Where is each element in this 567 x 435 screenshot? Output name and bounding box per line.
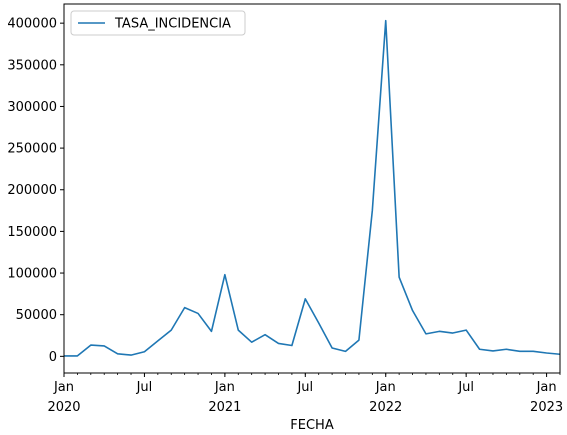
y-tick-label: 0 (49, 350, 57, 365)
x-tick-label: Jul (296, 380, 313, 395)
x-tick-year-label: 2023 (530, 400, 563, 415)
x-tick-label: Jul (457, 380, 474, 395)
y-tick-label: 400000 (7, 17, 57, 32)
x-tick-label: Jan (536, 380, 557, 395)
legend: TASA_INCIDENCIA (70, 10, 246, 36)
plot-area (64, 19, 561, 357)
x-tick-label: Jan (375, 380, 396, 395)
y-tick-label: 150000 (7, 225, 57, 240)
series-line-tasa-incidencia (64, 19, 561, 357)
x-tick-label: Jan (214, 380, 235, 395)
y-tick-label: 100000 (7, 267, 57, 282)
y-tick-label: 300000 (7, 100, 57, 115)
y-tick-label: 350000 (7, 58, 57, 73)
y-axis: 0 50000 100000 150000 200000 250000 300000 3500… (7, 17, 64, 365)
x-tick-year-label: 2022 (369, 400, 402, 415)
x-axis-label: FECHA (290, 418, 334, 433)
x-axis: Jan 2020 Jul Jan 2021 Jul Jan 2022 Jul Jan 2023 (47, 373, 563, 415)
x-tick-label: Jan (53, 380, 74, 395)
y-tick-label: 200000 (7, 183, 57, 198)
legend-label-tasa-incidencia: TASA_INCIDENCIA (114, 17, 231, 32)
axes-frame (63, 3, 561, 374)
x-tick-year-label: 2020 (47, 400, 80, 415)
x-tick-label: Jul (136, 380, 153, 395)
y-tick-label: 250000 (7, 142, 57, 157)
y-tick-label: 50000 (16, 308, 57, 323)
x-tick-year-label: 2021 (208, 400, 241, 415)
legend-box (70, 10, 246, 36)
